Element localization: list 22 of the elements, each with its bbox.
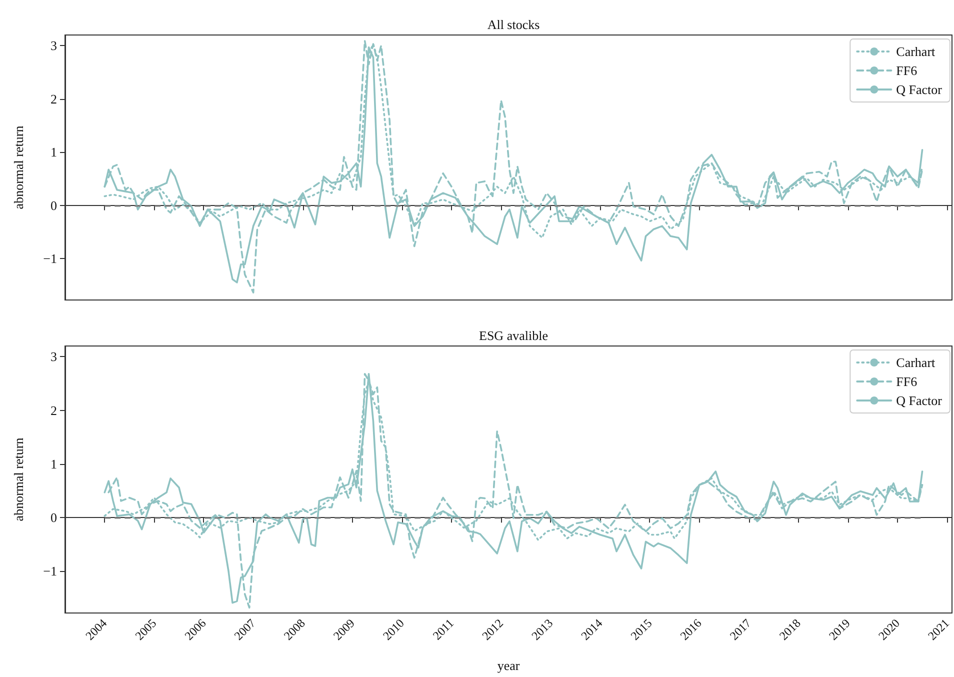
y-tick-label: 2 bbox=[50, 402, 57, 418]
x-tick-label: 2011 bbox=[430, 616, 456, 643]
y-axis-title: abnormal return bbox=[11, 437, 26, 522]
x-axis-title: year bbox=[497, 658, 520, 673]
y-tick-label: 2 bbox=[50, 91, 57, 106]
y-tick-label: −1 bbox=[43, 250, 57, 266]
y-tick-label: −1 bbox=[43, 564, 57, 579]
y-tick-label: 0 bbox=[50, 198, 57, 213]
y-tick-label: 1 bbox=[50, 144, 57, 160]
y-tick-label: 1 bbox=[50, 456, 57, 472]
chart-title: ESG avalible bbox=[479, 328, 548, 343]
legend-label: FF6 bbox=[896, 63, 918, 78]
y-axis-title: abnormal return bbox=[11, 125, 26, 210]
legend-label: Carhart bbox=[896, 44, 936, 59]
legend-label: FF6 bbox=[896, 374, 918, 389]
chart-title: All stocks bbox=[487, 17, 540, 32]
legend-label: Q Factor bbox=[896, 82, 943, 97]
y-tick-label: 3 bbox=[50, 349, 57, 364]
legend-label: Q Factor bbox=[896, 393, 943, 408]
legend-label: Carhart bbox=[896, 355, 936, 370]
y-tick-label: 0 bbox=[50, 510, 57, 526]
y-tick-label: 3 bbox=[50, 38, 57, 54]
